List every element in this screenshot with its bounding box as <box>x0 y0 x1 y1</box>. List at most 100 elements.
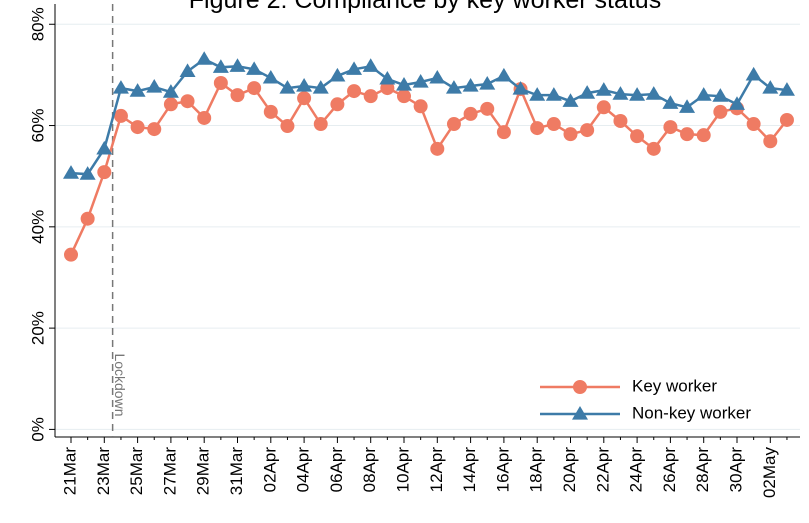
point <box>463 106 478 121</box>
point <box>580 123 595 138</box>
point <box>779 112 794 127</box>
point <box>380 81 395 96</box>
point <box>430 141 445 156</box>
point <box>596 100 611 115</box>
x-tick-label: 25Mar <box>127 447 146 496</box>
point <box>96 140 113 155</box>
point <box>745 66 762 81</box>
y-tick-label: 0% <box>28 417 47 442</box>
point <box>180 94 195 109</box>
point <box>712 88 729 102</box>
point <box>763 134 778 149</box>
point <box>645 86 662 100</box>
point <box>246 61 263 75</box>
point <box>146 79 163 93</box>
point <box>197 110 212 125</box>
point <box>612 86 629 100</box>
point <box>579 85 596 99</box>
point <box>462 78 479 92</box>
point <box>79 166 96 180</box>
series-line <box>70 57 788 176</box>
legend-label: Non-key worker <box>632 403 751 422</box>
x-tick-label: 29Mar <box>194 447 213 496</box>
point <box>296 78 313 92</box>
x-tick-label: 16Apr <box>493 447 512 493</box>
point <box>147 122 162 137</box>
point <box>545 87 562 101</box>
series-line <box>69 81 788 256</box>
legend-marker <box>572 406 588 420</box>
point <box>646 141 661 156</box>
x-tick-label: 26Apr <box>660 447 679 493</box>
point <box>512 81 529 95</box>
point <box>247 81 262 96</box>
point <box>313 117 328 132</box>
point <box>413 99 428 114</box>
x-tick-label: 14Apr <box>460 447 479 493</box>
point <box>412 73 429 88</box>
x-tick-label: 21Mar <box>60 447 79 496</box>
x-tick-label: 22Apr <box>593 447 612 493</box>
legend-label: Key worker <box>632 376 717 395</box>
point <box>230 88 245 103</box>
x-tick-label: 30Apr <box>726 447 745 493</box>
point <box>263 104 278 119</box>
point <box>262 69 279 84</box>
x-tick-label: 23Mar <box>94 447 113 496</box>
x-tick-label: 31Mar <box>227 447 246 496</box>
x-tick-label: 08Apr <box>360 447 379 493</box>
point <box>662 95 679 109</box>
point <box>479 76 496 90</box>
point <box>778 82 795 96</box>
point <box>212 59 229 73</box>
x-tick-label: 06Apr <box>327 447 346 493</box>
legend-marker <box>573 380 587 394</box>
point <box>280 119 295 134</box>
point <box>229 58 246 72</box>
x-tick-label: 28Apr <box>693 447 712 493</box>
x-tick-label: 04Apr <box>294 447 313 493</box>
point <box>546 117 561 132</box>
point <box>162 84 179 98</box>
point <box>629 87 646 101</box>
point <box>379 70 396 85</box>
y-tick-label: 40% <box>28 210 47 244</box>
y-tick-label: 80% <box>28 7 47 41</box>
point <box>297 91 312 106</box>
point <box>445 80 462 94</box>
y-tick-label: 60% <box>28 109 47 143</box>
point <box>495 67 512 82</box>
point <box>163 97 178 112</box>
point <box>330 97 345 112</box>
point <box>279 80 296 94</box>
x-tick-label: 02May <box>760 447 779 499</box>
point <box>429 69 446 84</box>
point <box>312 80 329 94</box>
point <box>64 247 78 262</box>
point <box>112 80 129 94</box>
x-tick-label: 20Apr <box>560 447 579 493</box>
point <box>563 127 578 142</box>
x-tick-label: 02Apr <box>260 447 279 493</box>
point <box>80 211 95 226</box>
point <box>630 129 645 144</box>
point <box>663 120 678 135</box>
point <box>762 80 779 94</box>
point <box>446 117 461 132</box>
point <box>347 84 362 99</box>
point <box>713 104 728 119</box>
point <box>679 99 696 113</box>
point <box>363 89 378 104</box>
point <box>496 125 511 140</box>
point <box>397 89 411 104</box>
point <box>695 87 712 101</box>
point <box>179 63 196 77</box>
point <box>129 83 146 97</box>
point <box>329 67 346 82</box>
point <box>530 121 545 136</box>
x-tick-label: 12Apr <box>427 447 446 493</box>
point <box>196 51 213 65</box>
point <box>480 101 495 116</box>
point <box>680 127 695 142</box>
